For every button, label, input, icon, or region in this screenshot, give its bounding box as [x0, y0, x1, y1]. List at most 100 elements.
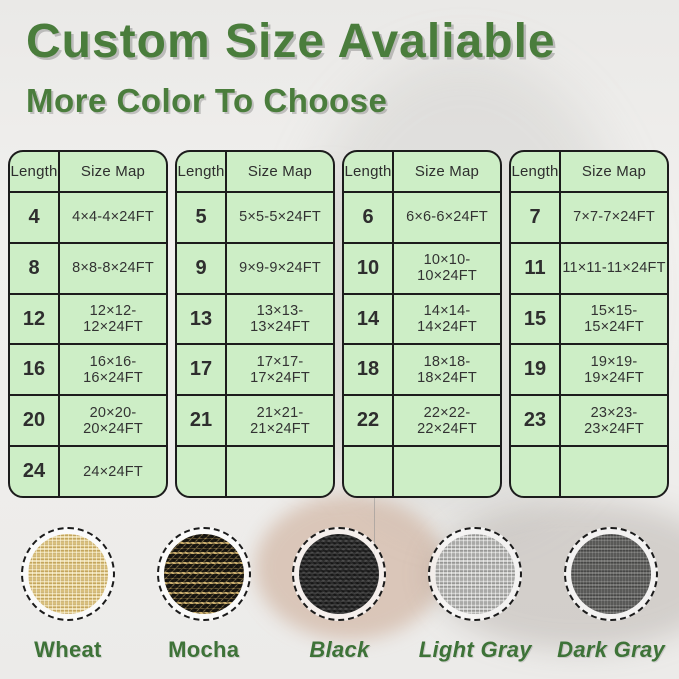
table-row: 16 16×16-16×24FT	[10, 343, 166, 395]
length-cell: 13	[177, 292, 227, 344]
fabric-texture-black	[299, 534, 380, 614]
sizemap-cell: 11×11-11×24FT	[561, 241, 667, 293]
length-cell: 7	[511, 191, 561, 242]
sizemap-cell	[561, 445, 667, 496]
size-table-1: Length Size Map 4 4×4-4×24FT 8 8×8-8×24F…	[8, 150, 168, 498]
length-cell: 14	[344, 292, 394, 344]
length-cell: 15	[511, 292, 561, 344]
color-swatch-mocha: Mocha	[136, 527, 272, 663]
dashed-circle	[156, 527, 251, 621]
table-row: 4 4×4-4×24FT	[10, 191, 166, 242]
sizemap-cell: 5×5-5×24FT	[227, 191, 333, 242]
length-cell: 8	[10, 241, 60, 293]
sizemap-cell: 4×4-4×24FT	[60, 191, 166, 242]
size-table-3: Length Size Map 6 6×6-6×24FT 10 10×10-10…	[342, 150, 502, 498]
length-cell: 20	[10, 394, 60, 446]
sizemap-cell: 24×24FT	[60, 445, 166, 496]
length-cell: 5	[177, 191, 227, 242]
length-cell: 19	[511, 343, 561, 395]
column-header-sizemap: Size Map	[581, 163, 647, 180]
table-row: 18 18×18-18×24FT	[344, 343, 500, 395]
length-cell: 22	[344, 394, 394, 446]
length-cell	[177, 445, 227, 496]
column-header-length: Length	[511, 152, 561, 191]
sizemap-cell: 7×7-7×24FT	[561, 191, 667, 242]
length-cell: 17	[177, 343, 227, 395]
table-row: 21 21×21-21×24FT	[177, 394, 333, 446]
fabric-texture-mocha	[163, 534, 244, 614]
sizemap-cell: 14×14-14×24FT	[394, 292, 500, 344]
dashed-circle	[564, 527, 659, 621]
table-header-row: Length Size Map	[177, 152, 333, 191]
swatch-label-dark-gray: Dark Gray	[557, 637, 666, 662]
sizemap-cell: 15×15-15×24FT	[561, 292, 667, 344]
table-row: 17 17×17-17×24FT	[177, 343, 333, 395]
sizemap-cell: 19×19-19×24FT	[561, 343, 667, 394]
sizemap-cell: 22×22-22×24FT	[394, 394, 500, 445]
fabric-texture-dark-gray	[571, 534, 652, 614]
size-tables-row: Length Size Map 4 4×4-4×24FT 8 8×8-8×24F…	[8, 150, 669, 498]
sizemap-cell: 23×23-23×24FT	[561, 394, 667, 445]
sizemap-cell: 9×9-9×24FT	[227, 241, 333, 293]
sizemap-cell: 16×16-16×24FT	[60, 343, 166, 394]
table-row: 13 13×13-13×24FT	[177, 292, 333, 344]
length-cell: 24	[10, 445, 60, 496]
table-header-row: Length Size Map	[511, 152, 667, 191]
table-row: 11 11×11-11×24FT	[511, 241, 667, 293]
swatch-label-light-gray: Light Gray	[418, 637, 532, 662]
swatch-label-mocha: Mocha	[168, 637, 240, 662]
swatch-label-black: Black	[309, 637, 370, 662]
dashed-circle	[292, 527, 387, 621]
column-header-length: Length	[10, 152, 60, 191]
color-swatch-black: Black	[272, 527, 408, 663]
table-row: 8 8×8-8×24FT	[10, 241, 166, 293]
table-row: 20 20×20-20×24FT	[10, 394, 166, 446]
sizemap-cell: 17×17-17×24FT	[227, 343, 333, 394]
column-header-sizemap: Size Map	[80, 163, 146, 180]
length-cell: 12	[10, 292, 60, 344]
sizemap-cell	[394, 445, 500, 496]
table-row: 19 19×19-19×24FT	[511, 343, 667, 395]
sizemap-cell: 21×21-21×24FT	[227, 394, 333, 445]
table-header-row: Length Size Map	[10, 152, 166, 191]
length-cell: 9	[177, 241, 227, 293]
sizemap-cell: 20×20-20×24FT	[60, 394, 166, 445]
sizemap-cell: 12×12-12×24FT	[60, 292, 166, 344]
column-header-sizemap: Size Map	[414, 163, 480, 180]
sizemap-cell: 13×13-13×24FT	[227, 292, 333, 344]
table-row: 9 9×9-9×24FT	[177, 241, 333, 293]
length-cell	[511, 445, 561, 496]
dashed-circle	[20, 527, 115, 621]
swatch-label-wheat: Wheat	[34, 637, 102, 662]
color-swatch-light-gray: Light Gray	[407, 527, 543, 663]
color-swatch-dark-gray: Dark Gray	[543, 527, 679, 663]
table-row: 14 14×14-14×24FT	[344, 292, 500, 344]
length-cell: 4	[10, 191, 60, 242]
column-header-length: Length	[344, 152, 394, 191]
sizemap-cell: 18×18-18×24FT	[394, 343, 500, 394]
table-row: 15 15×15-15×24FT	[511, 292, 667, 344]
page-title: Custom Size Avaliable	[26, 15, 556, 68]
length-cell: 11	[511, 241, 561, 293]
length-cell	[344, 445, 394, 496]
table-row: 22 22×22-22×24FT	[344, 394, 500, 446]
sizemap-cell: 6×6-6×24FT	[394, 191, 500, 242]
sizemap-cell: 8×8-8×24FT	[60, 241, 166, 293]
table-row-empty	[177, 445, 333, 496]
table-row: 5 5×5-5×24FT	[177, 191, 333, 242]
size-table-2: Length Size Map 5 5×5-5×24FT 9 9×9-9×24F…	[175, 150, 335, 498]
table-row: 6 6×6-6×24FT	[344, 191, 500, 242]
length-cell: 21	[177, 394, 227, 446]
sizemap-cell: 10×10-10×24FT	[394, 241, 500, 293]
table-row: 12 12×12-12×24FT	[10, 292, 166, 344]
fabric-texture-light-gray	[435, 534, 516, 614]
color-swatches-row: Wheat Mocha Black Light Gray Dark Gray	[0, 527, 679, 663]
table-row: 7 7×7-7×24FT	[511, 191, 667, 242]
length-cell: 23	[511, 394, 561, 446]
sizemap-cell	[227, 445, 333, 496]
column-header-sizemap: Size Map	[247, 163, 313, 180]
table-row-empty	[344, 445, 500, 496]
table-row-empty	[511, 445, 667, 496]
table-row: 23 23×23-23×24FT	[511, 394, 667, 446]
